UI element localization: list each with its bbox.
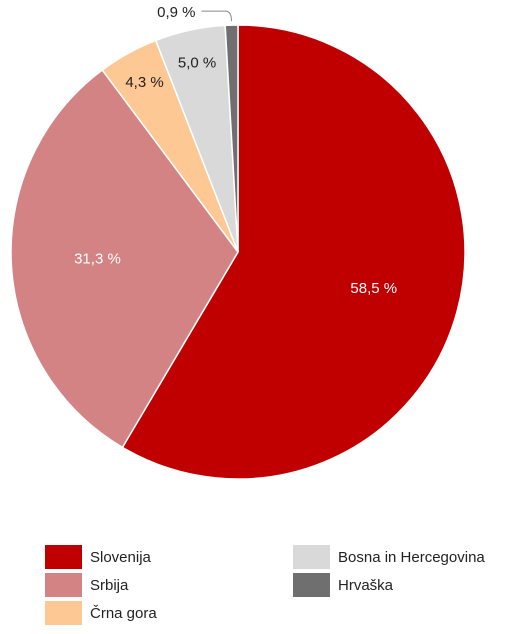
pie-slice <box>224 24 239 253</box>
legend-label: Slovenija <box>90 549 152 566</box>
data-label: 5,0 % <box>178 54 216 71</box>
legend-label: Črna gora <box>90 605 157 622</box>
legend-swatch <box>45 601 82 625</box>
data-label: 0,9 % <box>157 4 195 21</box>
legend-swatch <box>293 545 330 569</box>
legend-swatch <box>45 573 82 597</box>
legend-label: Hrvaška <box>338 577 394 594</box>
data-label: 31,3 % <box>74 250 121 267</box>
legend-swatch <box>293 573 330 597</box>
legend-label: Bosna in Hercegovina <box>338 549 485 566</box>
data-label: 58,5 % <box>350 280 397 297</box>
pie-slice <box>10 68 239 449</box>
data-label: 4,3 % <box>125 74 163 91</box>
legend-label: Srbija <box>90 577 129 594</box>
leader-line <box>201 10 232 22</box>
pie-slice <box>121 24 466 480</box>
legend-swatch <box>45 545 82 569</box>
